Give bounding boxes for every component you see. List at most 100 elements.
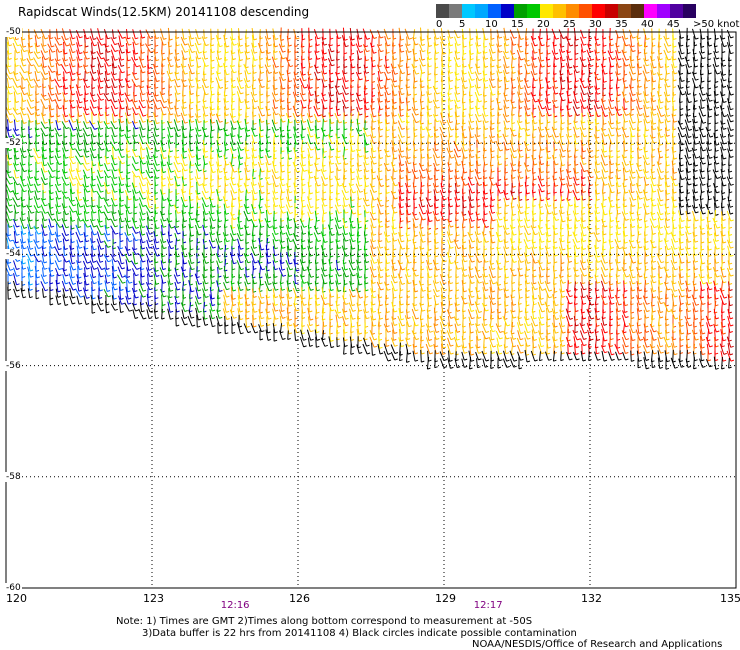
- wind-barb-flag: [100, 176, 104, 179]
- wind-barb-flag: [625, 163, 629, 166]
- wind-barb: [496, 126, 500, 138]
- wind-barb: [650, 97, 654, 111]
- wind-barb: [328, 92, 332, 102]
- wind-barb-flag: [79, 58, 83, 61]
- wind-barb-flag: [427, 79, 431, 82]
- wind-barb-flag: [687, 156, 692, 159]
- wind-barb-flag: [106, 107, 110, 110]
- wind-barb: [397, 126, 403, 138]
- wind-barb: [34, 35, 38, 47]
- wind-barb-flag: [275, 185, 279, 188]
- wind-barb-flag: [246, 129, 251, 132]
- wind-barb-flag: [38, 156, 42, 159]
- wind-barb: [168, 90, 170, 104]
- wind-barb: [356, 127, 360, 137]
- wind-barb-flag: [506, 198, 510, 201]
- wind-barb: [363, 76, 367, 90]
- wind-barb-flag: [512, 129, 516, 132]
- wind-barb: [509, 50, 515, 60]
- wind-barb-flag: [87, 190, 91, 193]
- wind-barb-flag: [701, 170, 705, 173]
- wind-barb: [132, 49, 136, 61]
- wind-barb: [83, 98, 87, 110]
- wind-barb: [293, 153, 297, 167]
- wind-barb-flag: [351, 38, 355, 41]
- wind-barb-flag: [295, 93, 299, 96]
- wind-barb-flag: [310, 148, 314, 151]
- wind-barb-flag: [511, 52, 516, 55]
- wind-barb: [139, 64, 143, 74]
- wind-barb: [524, 28, 528, 40]
- wind-barb-flag: [561, 199, 565, 202]
- wind-barb-flag: [253, 163, 258, 166]
- wind-barb: [474, 134, 480, 144]
- wind-barb: [595, 92, 597, 102]
- wind-barb-flag: [583, 135, 588, 138]
- wind-barb-flag: [555, 106, 559, 109]
- wind-barb: [48, 139, 52, 153]
- wind-barb: [223, 127, 227, 137]
- wind-barb-flag: [50, 129, 55, 132]
- wind-barb: [433, 133, 437, 145]
- wind-barb: [306, 141, 312, 151]
- wind-barb-flag: [330, 80, 334, 83]
- wind-barb: [384, 99, 388, 109]
- wind-barb-flag: [253, 93, 257, 96]
- wind-barb-flag: [113, 157, 117, 160]
- wind-barb-flag: [414, 108, 419, 111]
- wind-barb-flag: [240, 148, 244, 151]
- wind-barb-flag: [301, 114, 305, 117]
- wind-barb: [572, 65, 578, 73]
- wind-barb-flag: [21, 38, 26, 41]
- wind-barb: [483, 140, 485, 152]
- wind-barb-flag: [148, 100, 153, 103]
- wind-barb: [189, 140, 191, 152]
- wind-barb-flag: [576, 107, 580, 109]
- wind-barb: [187, 148, 193, 158]
- wind-barb: [237, 35, 241, 47]
- wind-barb-flag: [246, 51, 250, 54]
- wind-barb-flag: [43, 143, 47, 146]
- wind-barb-flag: [218, 164, 222, 167]
- wind-barb: [511, 133, 513, 145]
- wind-barb: [83, 121, 87, 129]
- wind-barb-flag: [50, 192, 54, 195]
- wind-barb-flag: [568, 135, 572, 138]
- wind-barb-flag: [190, 128, 194, 131]
- wind-barb: [335, 155, 339, 165]
- wind-barb: [391, 70, 395, 82]
- wind-barb-flag: [260, 185, 265, 188]
- wind-barb: [5, 72, 11, 80]
- wind-barb: [497, 85, 499, 95]
- wind-barb: [49, 76, 51, 90]
- wind-barb: [419, 105, 423, 117]
- wind-barb-flag: [275, 38, 279, 40]
- wind-barb: [12, 128, 18, 136]
- wind-barb-flag: [183, 184, 187, 187]
- wind-barb-flag: [387, 93, 392, 96]
- wind-barb-flag: [630, 114, 634, 116]
- wind-barb-flag: [231, 65, 235, 68]
- wind-barb-flag: [183, 128, 187, 131]
- wind-barb-flag: [583, 107, 587, 110]
- wind-barb-flag: [484, 184, 488, 187]
- wind-barb-flag: [555, 135, 559, 138]
- wind-barb: [622, 28, 626, 40]
- wind-barb: [391, 132, 395, 146]
- wind-barb: [293, 97, 297, 111]
- wind-barb-flag: [23, 190, 27, 193]
- wind-barb-flag: [58, 163, 63, 165]
- wind-barb: [672, 167, 674, 181]
- wind-barb-flag: [639, 148, 643, 151]
- wind-barb-flag: [357, 66, 362, 69]
- wind-barb: [230, 153, 234, 167]
- wind-barb: [138, 120, 144, 130]
- wind-barb-flag: [526, 192, 530, 195]
- wind-barb-flag: [148, 72, 152, 75]
- wind-barb-flag: [435, 43, 439, 46]
- wind-barb-flag: [260, 101, 264, 104]
- wind-barb-flag: [680, 164, 684, 167]
- wind-barb-flag: [429, 178, 433, 180]
- wind-barb-flag: [512, 71, 516, 74]
- wind-barb-flag: [513, 156, 517, 159]
